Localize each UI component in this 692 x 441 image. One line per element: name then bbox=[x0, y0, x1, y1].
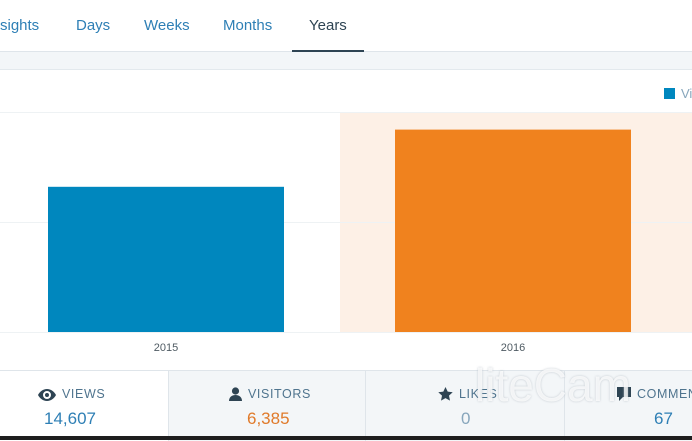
stat-visitors[interactable]: VISITORS 6,385 bbox=[169, 371, 366, 441]
stat-views[interactable]: VIEWS 14,607 bbox=[0, 371, 169, 441]
tab-years[interactable]: Years bbox=[292, 0, 364, 52]
period-tabs: sights Days Weeks Months Years bbox=[0, 0, 692, 52]
stat-comments-value: 67 bbox=[654, 409, 673, 428]
stat-visitors-value: 6,385 bbox=[247, 409, 290, 428]
legend-swatch bbox=[664, 88, 675, 99]
eye-icon bbox=[38, 389, 56, 401]
stat-views-label: VIEWS bbox=[62, 387, 106, 401]
stat-likes[interactable]: LIKES 0 bbox=[366, 371, 565, 441]
bar-2015 bbox=[48, 186, 284, 332]
stat-views-value: 14,607 bbox=[44, 409, 96, 428]
stat-comments-label: COMMENTS bbox=[637, 387, 692, 401]
bar-2016 bbox=[395, 129, 631, 332]
stat-visitors-label: VISITORS bbox=[248, 387, 311, 401]
tab-weeks[interactable]: Weeks bbox=[144, 17, 190, 34]
chart-legend: Views bbox=[664, 86, 692, 101]
star-icon bbox=[438, 387, 453, 401]
screen-bottom-edge bbox=[0, 436, 692, 440]
comment-icon bbox=[617, 387, 631, 401]
bar-chart: 2015 2016 bbox=[0, 112, 692, 371]
person-icon bbox=[229, 387, 242, 401]
stat-likes-value: 0 bbox=[461, 409, 471, 428]
x-tick-label: 2015 bbox=[154, 342, 178, 354]
tab-days[interactable]: Days bbox=[76, 17, 111, 34]
legend-label: Views bbox=[681, 86, 692, 101]
tab-months[interactable]: Months bbox=[223, 17, 273, 34]
stat-comments[interactable]: COMMENTS 67 bbox=[565, 371, 692, 441]
chart-card: Views 2015 2016 bbox=[0, 69, 692, 371]
stat-likes-label: LIKES bbox=[459, 387, 498, 401]
tab-insights[interactable]: sights bbox=[0, 17, 40, 34]
x-tick-label: 2016 bbox=[501, 342, 525, 354]
bar-chart-svg: 2015 2016 bbox=[0, 112, 692, 354]
summary-tabs: VIEWS 14,607 VISITORS 6,385 LIKES 0 COMM… bbox=[0, 370, 692, 441]
